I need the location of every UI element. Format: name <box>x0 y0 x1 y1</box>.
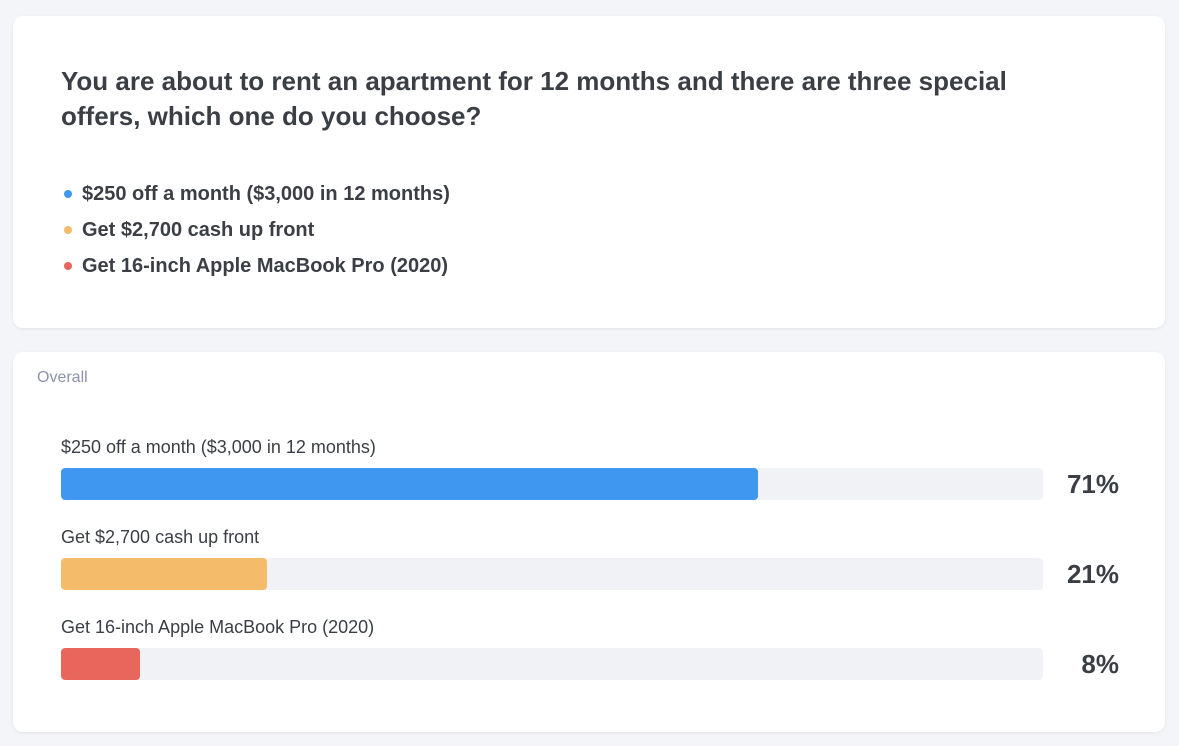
option-dot-icon <box>64 190 72 198</box>
result-label: Get 16-inch Apple MacBook Pro (2020) <box>61 617 375 637</box>
question-title: You are about to rent an apartment for 1… <box>61 66 1007 131</box>
option-item: Get $2,700 cash up front <box>64 212 450 248</box>
result-bar-track <box>61 558 1043 590</box>
section-label: Overall <box>37 369 88 386</box>
result-row: $250 off a month ($3,000 in 12 months) 7… <box>61 436 1119 516</box>
result-bar-fill <box>61 558 268 590</box>
option-item: Get 16-inch Apple MacBook Pro (2020) <box>64 248 450 284</box>
result-percent: 8% <box>1081 649 1119 679</box>
option-label: Get $2,700 cash up front <box>82 218 315 241</box>
result-label: $250 off a month ($3,000 in 12 months) <box>61 437 376 457</box>
option-dot-icon <box>64 262 72 270</box>
question-card: You are about to rent an apartment for 1… <box>13 16 1165 328</box>
result-row: Get $2,700 cash up front 21% <box>61 526 1119 606</box>
result-bar-fill <box>61 648 140 680</box>
result-bar-track <box>61 468 1043 500</box>
result-percent: 21% <box>1066 559 1119 589</box>
result-row: Get 16-inch Apple MacBook Pro (2020) 8% <box>61 616 1119 696</box>
result-label: Get $2,700 cash up front <box>61 527 260 547</box>
result-bar-track <box>61 648 1043 680</box>
option-dot-icon <box>64 226 72 234</box>
result-percent: 71% <box>1066 469 1119 499</box>
options-list: $250 off a month ($3,000 in 12 months) G… <box>64 176 450 284</box>
option-item: $250 off a month ($3,000 in 12 months) <box>64 176 450 212</box>
option-label: $250 off a month ($3,000 in 12 months) <box>82 182 450 205</box>
results-card: Overall $250 off a month ($3,000 in 12 m… <box>13 352 1165 732</box>
result-bar-fill <box>61 468 759 500</box>
option-label: Get 16-inch Apple MacBook Pro (2020) <box>82 254 449 277</box>
